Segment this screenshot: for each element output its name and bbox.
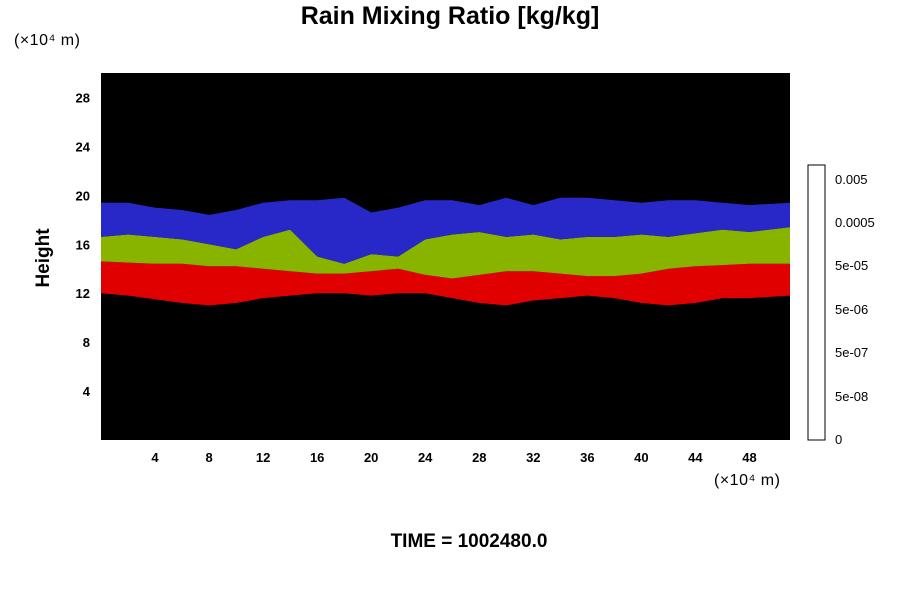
x-tick-label: 12 — [256, 450, 270, 465]
x-tick-label: 32 — [526, 450, 540, 465]
y-tick-label: 16 — [76, 237, 90, 252]
data-layers — [101, 197, 790, 306]
colorbar-label: 5e-06 — [835, 302, 868, 317]
data-layer-1 — [101, 227, 790, 279]
colorbar-frame — [807, 164, 826, 441]
colorbar-label: 5e-05 — [835, 258, 868, 273]
y-axis-unit-label: (×10⁴ m) — [14, 32, 81, 49]
y-tick-label: 24 — [76, 139, 91, 154]
y-axis-ticks: 4 8 12 16 20 24 28 — [76, 91, 91, 400]
colorbar-label: 0 — [835, 432, 842, 447]
chart-title: Rain Mixing Ratio [kg/kg] — [300, 2, 600, 30]
x-tick-label: 24 — [418, 450, 433, 465]
x-tick-label: 44 — [688, 450, 703, 465]
data-layer-2 — [101, 197, 790, 264]
colorbar-label: 0.005 — [835, 172, 868, 187]
x-tick-label: 28 — [472, 450, 486, 465]
x-tick-label: 20 — [364, 450, 378, 465]
x-tick-label: 48 — [742, 450, 756, 465]
x-tick-label: 36 — [580, 450, 594, 465]
y-tick-label: 12 — [76, 286, 90, 301]
y-tick-label: 20 — [76, 188, 90, 203]
y-tick-label: 28 — [76, 91, 90, 106]
x-tick-label: 8 — [205, 450, 212, 465]
y-tick-label: 4 — [83, 384, 91, 399]
x-tick-label: 40 — [634, 450, 648, 465]
colorbar-label: 0.0005 — [835, 215, 875, 230]
x-tick-label: 16 — [310, 450, 324, 465]
data-layer-0 — [101, 261, 790, 306]
x-axis-unit-label: (×10⁴ m) — [714, 472, 781, 489]
x-tick-label: 4 — [151, 450, 159, 465]
colorbar-label: 5e-07 — [835, 345, 868, 360]
time-label: TIME = 1002480.0 — [390, 531, 548, 552]
x-axis-ticks: 4 8 12 16 20 24 28 32 36 40 44 48 — [151, 450, 756, 465]
y-tick-label: 8 — [83, 335, 90, 350]
colorbar-label: 5e-08 — [835, 389, 868, 404]
colorbar: 0.005 0.0005 5e-05 5e-06 5e-07 5e-08 0 — [807, 164, 875, 447]
